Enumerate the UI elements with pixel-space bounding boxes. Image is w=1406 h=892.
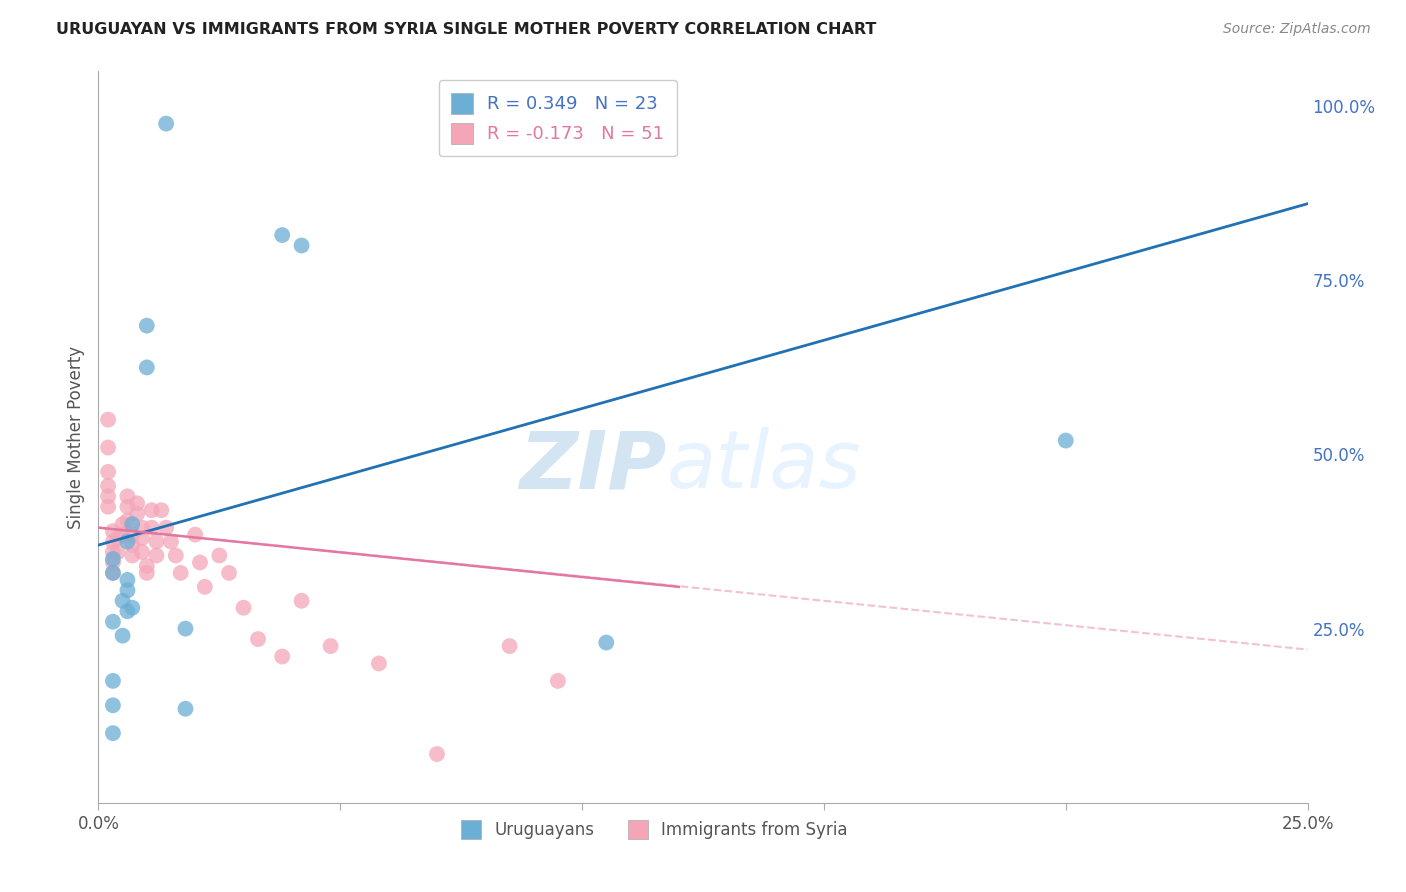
Point <box>117 583 139 598</box>
Point <box>290 238 312 252</box>
Point <box>135 566 157 580</box>
Point <box>155 521 177 535</box>
Point <box>111 629 134 643</box>
Point <box>498 639 520 653</box>
Point <box>160 534 183 549</box>
Point <box>426 747 449 761</box>
Point <box>97 500 120 514</box>
Point <box>97 489 120 503</box>
Point <box>111 517 134 532</box>
Point <box>290 594 312 608</box>
Point <box>368 657 391 671</box>
Point <box>101 615 124 629</box>
Y-axis label: Single Mother Poverty: Single Mother Poverty <box>66 345 84 529</box>
Point <box>188 556 211 570</box>
Point <box>121 549 143 563</box>
Point <box>117 573 139 587</box>
Point <box>135 558 157 573</box>
Legend: Uruguayans, Immigrants from Syria: Uruguayans, Immigrants from Syria <box>454 814 855 846</box>
Point <box>97 479 120 493</box>
Point <box>131 531 153 545</box>
Text: URUGUAYAN VS IMMIGRANTS FROM SYRIA SINGLE MOTHER POVERTY CORRELATION CHART: URUGUAYAN VS IMMIGRANTS FROM SYRIA SINGL… <box>56 22 876 37</box>
Point <box>121 600 143 615</box>
Point <box>174 702 197 716</box>
Point <box>595 635 617 649</box>
Point <box>141 503 163 517</box>
Point <box>169 566 191 580</box>
Point <box>117 514 139 528</box>
Point <box>117 534 139 549</box>
Point <box>111 527 134 541</box>
Point <box>547 673 569 688</box>
Point <box>127 507 149 521</box>
Point <box>117 604 139 618</box>
Point <box>101 556 124 570</box>
Point <box>101 524 124 538</box>
Point <box>319 639 342 653</box>
Point <box>101 698 124 713</box>
Point <box>121 517 143 532</box>
Point <box>101 673 124 688</box>
Point <box>141 521 163 535</box>
Point <box>101 545 124 559</box>
Text: atlas: atlas <box>666 427 862 506</box>
Point <box>232 600 254 615</box>
Point <box>107 531 129 545</box>
Point <box>107 545 129 559</box>
Point <box>208 549 231 563</box>
Text: Source: ZipAtlas.com: Source: ZipAtlas.com <box>1223 22 1371 37</box>
Point <box>121 538 143 552</box>
Point <box>271 228 294 243</box>
Point <box>135 318 157 333</box>
Point <box>165 549 187 563</box>
Point <box>117 500 139 514</box>
Point <box>135 360 157 375</box>
Point <box>101 534 124 549</box>
Point <box>184 527 207 541</box>
Point <box>101 552 124 566</box>
Point <box>145 534 167 549</box>
Point <box>150 503 173 517</box>
Point <box>1054 434 1077 448</box>
Point <box>101 566 124 580</box>
Point <box>117 489 139 503</box>
Point <box>247 632 270 646</box>
Point <box>131 545 153 559</box>
Point <box>97 412 120 426</box>
Text: ZIP: ZIP <box>519 427 666 506</box>
Point <box>121 527 143 541</box>
Point <box>155 117 177 131</box>
Point <box>101 726 124 740</box>
Point <box>97 465 120 479</box>
Point <box>111 594 134 608</box>
Point <box>97 441 120 455</box>
Point <box>131 521 153 535</box>
Point <box>194 580 217 594</box>
Point <box>145 549 167 563</box>
Point <box>218 566 240 580</box>
Point <box>127 496 149 510</box>
Point <box>174 622 197 636</box>
Point <box>101 566 124 580</box>
Point <box>271 649 294 664</box>
